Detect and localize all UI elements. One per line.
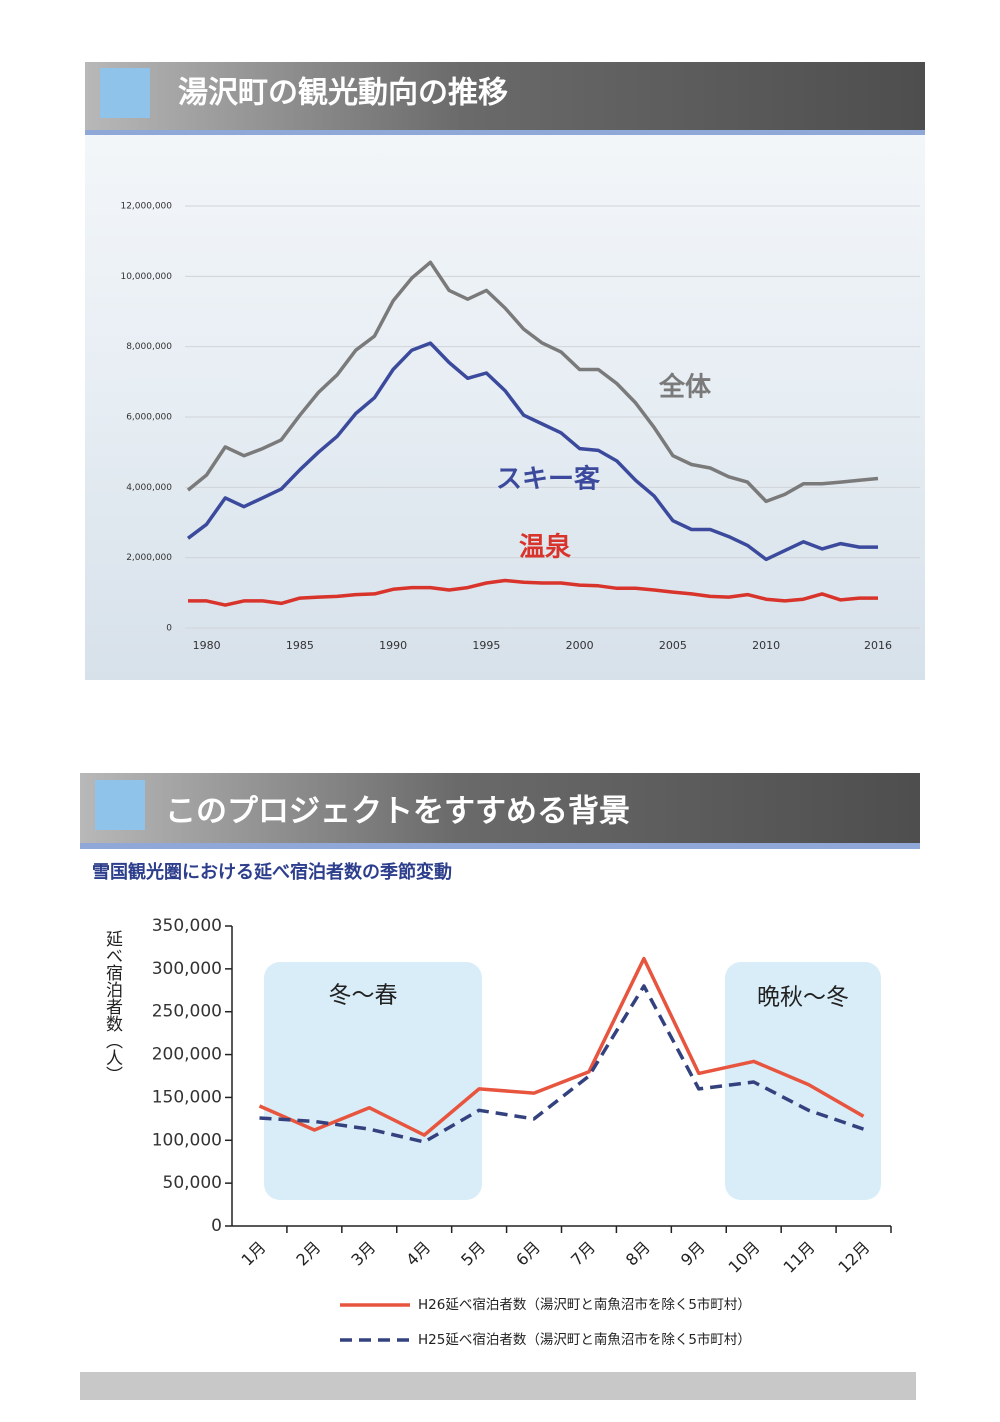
- x-tick-label: 2000: [566, 639, 594, 652]
- y-axis-label: 延べ宿泊者数（人）: [102, 930, 123, 1083]
- y-tick-label: 350,000: [152, 916, 222, 936]
- season-band: [264, 962, 482, 1200]
- header-rule: [80, 843, 920, 849]
- header-bar: [85, 62, 925, 130]
- x-tick-label: 1990: [379, 639, 407, 652]
- header-icon: [95, 780, 145, 830]
- x-tick-label: 6月: [512, 1238, 544, 1270]
- y-tick-label: 12,000,000: [120, 202, 172, 212]
- x-tick-label: 2月: [292, 1238, 324, 1270]
- x-tick-label: 10月: [725, 1238, 764, 1277]
- y-tick-label: 0: [211, 1216, 222, 1236]
- x-tick-label: 1月: [238, 1238, 270, 1270]
- annotation: 冬～春: [329, 983, 398, 1009]
- x-tick-label: 8月: [622, 1238, 654, 1270]
- section-title: 湯沢町の観光動向の推移: [178, 76, 508, 111]
- x-tick-label: 1995: [472, 639, 500, 652]
- x-tick-label: 1980: [193, 639, 221, 652]
- x-tick-label: 2010: [752, 639, 780, 652]
- series-label: 全体: [658, 372, 712, 403]
- series-label: スキー客: [496, 464, 601, 495]
- y-tick-label: 200,000: [152, 1045, 222, 1065]
- y-tick-label: 8,000,000: [126, 342, 172, 352]
- x-tick-label: 7月: [567, 1238, 599, 1270]
- section-title: このプロジェクトをすすめる背景: [165, 794, 630, 830]
- y-tick-label: 0: [166, 624, 172, 634]
- y-tick-label: 6,000,000: [126, 413, 172, 423]
- header-rule: [85, 130, 925, 135]
- y-tick-label: 150,000: [152, 1087, 222, 1107]
- y-tick-label: 4,000,000: [126, 483, 172, 493]
- y-tick-label: 300,000: [152, 959, 222, 979]
- annotation: 晩秋～冬: [757, 985, 849, 1011]
- footer-bar: [80, 1372, 916, 1400]
- x-tick-label: 3月: [347, 1238, 379, 1270]
- series-line: [259, 984, 865, 1144]
- y-tick-label: 250,000: [152, 1002, 222, 1022]
- x-tick-label: 11月: [779, 1238, 818, 1277]
- x-tick-label: 1985: [286, 639, 314, 652]
- y-tick-label: 100,000: [152, 1130, 222, 1150]
- x-tick-label: 2016: [864, 639, 892, 652]
- series-line: [258, 956, 865, 1137]
- header-bar: [80, 773, 920, 843]
- series-label: 温泉: [519, 532, 572, 563]
- x-tick-label: 9月: [677, 1238, 709, 1270]
- y-tick-label: 10,000,000: [120, 272, 172, 282]
- chart-subtitle: 雪国観光圏における延べ宿泊者数の季節変動: [92, 861, 452, 883]
- header-icon: [100, 68, 150, 118]
- x-tick-label: 2005: [659, 639, 687, 652]
- x-tick-label: 4月: [402, 1238, 434, 1270]
- y-tick-label: 2,000,000: [126, 553, 172, 563]
- series-line: [186, 260, 879, 504]
- x-tick-label: 12月: [834, 1238, 873, 1277]
- y-tick-label: 50,000: [163, 1173, 222, 1193]
- chart-background: [85, 135, 925, 680]
- series-line: [188, 578, 878, 607]
- series-line: [186, 341, 878, 562]
- x-tick-label: 5月: [457, 1238, 489, 1270]
- legend-label: H26延べ宿泊者数（湯沢町と南魚沼市を除く5市町村）: [418, 1296, 751, 1313]
- legend-label: H25延べ宿泊者数（湯沢町と南魚沼市を除く5市町村）: [418, 1331, 751, 1348]
